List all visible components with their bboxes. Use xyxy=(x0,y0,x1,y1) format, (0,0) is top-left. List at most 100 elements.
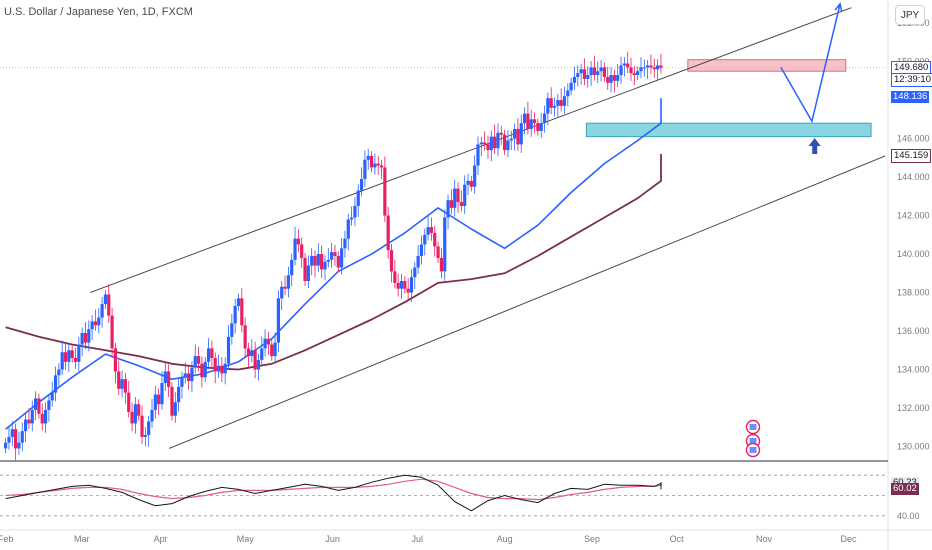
candle-body xyxy=(266,338,271,345)
candle-body xyxy=(389,250,394,272)
x-tick-label: Sep xyxy=(584,534,600,544)
candle-body xyxy=(349,217,354,220)
candle-body xyxy=(203,361,207,378)
x-tick-label: Dec xyxy=(841,534,858,544)
candle-body xyxy=(373,163,377,168)
rsi-ma-value-tag: 60.02 xyxy=(891,483,919,496)
candle-body xyxy=(137,404,141,416)
y-tick-label: 138.000 xyxy=(897,288,930,298)
resistance-zone xyxy=(687,59,847,72)
candle-body xyxy=(636,71,640,76)
candle-body xyxy=(612,75,616,81)
candle-body xyxy=(386,215,390,251)
candle-body xyxy=(33,398,38,410)
candle-body xyxy=(366,155,370,160)
candle-body xyxy=(293,238,297,260)
candle-body xyxy=(236,298,241,307)
candle-body xyxy=(107,294,111,316)
y-tick-label: 146.000 xyxy=(897,134,930,144)
chart-title: U.S. Dollar / Japanese Yen, 1D, FXCM xyxy=(4,6,193,18)
y-tick-label: 140.000 xyxy=(897,249,930,259)
candle-body xyxy=(529,119,533,129)
candle-body xyxy=(419,244,424,256)
candle-body xyxy=(316,254,320,266)
candle-body xyxy=(649,65,653,68)
y-tick-label: 132.000 xyxy=(897,403,930,413)
candle-body xyxy=(73,357,78,362)
candle-body xyxy=(476,144,480,166)
candle-body xyxy=(280,286,284,299)
candle-body xyxy=(17,442,21,449)
candle-body xyxy=(300,244,304,258)
candle-body xyxy=(549,98,553,108)
candle-body xyxy=(7,436,11,443)
candle-body xyxy=(532,119,537,124)
candle-body xyxy=(30,409,34,424)
x-tick-label: Feb xyxy=(0,534,13,544)
candle-body xyxy=(579,69,583,74)
candle-body xyxy=(133,404,137,424)
candle-body xyxy=(27,419,31,424)
candle-body xyxy=(589,67,593,76)
candle-body xyxy=(506,140,510,151)
candle-body xyxy=(47,400,51,410)
candle-body xyxy=(602,67,607,77)
candle-body xyxy=(512,128,517,139)
candle-body xyxy=(499,132,503,135)
candle-body xyxy=(403,281,407,289)
candle-body xyxy=(157,394,161,405)
currency-badge[interactable]: JPY xyxy=(895,5,925,25)
candle-body xyxy=(396,282,400,289)
candle-body xyxy=(552,105,557,108)
candle-body xyxy=(4,442,8,449)
candle-body xyxy=(250,350,254,357)
rsi-line xyxy=(5,474,662,512)
rsi-tick-label: 40.00 xyxy=(897,511,920,521)
candle-body xyxy=(409,277,414,293)
candle-body xyxy=(559,100,563,106)
candle-body xyxy=(57,369,61,376)
candle-body xyxy=(67,350,71,362)
candle-body xyxy=(576,73,580,77)
candle-body xyxy=(140,415,144,437)
us-flag-event-icon-inner xyxy=(749,438,757,444)
candle-body xyxy=(160,383,164,405)
candle-body xyxy=(569,82,573,91)
candle-body xyxy=(260,348,264,360)
candle-body xyxy=(183,373,187,378)
candle-body xyxy=(459,202,463,206)
candle-body xyxy=(363,159,367,179)
candle-body xyxy=(503,134,507,151)
candle-body xyxy=(489,136,493,151)
projection-path xyxy=(780,3,841,124)
candle-body xyxy=(453,188,457,208)
candle-body xyxy=(439,257,444,272)
candle-body xyxy=(346,219,350,239)
candle-body xyxy=(626,63,630,68)
ema-slow-price-tag: 145.159 xyxy=(891,148,932,163)
candle-body xyxy=(463,184,467,206)
candle-body xyxy=(180,377,184,387)
candle-body xyxy=(379,165,384,168)
candle-body xyxy=(423,234,427,245)
candle-body xyxy=(206,348,211,362)
candle-body xyxy=(592,67,597,76)
candle-body xyxy=(147,421,151,435)
candle-body xyxy=(539,123,543,131)
candle-body xyxy=(642,67,646,69)
candle-body xyxy=(14,429,18,449)
candle-body xyxy=(60,352,64,370)
x-tick-label: Jun xyxy=(325,534,340,544)
candle-body xyxy=(562,96,567,106)
candle-body xyxy=(130,411,134,424)
candle-body xyxy=(616,75,620,81)
candle-body xyxy=(509,138,513,141)
candle-body xyxy=(143,434,147,437)
candle-body xyxy=(80,332,84,345)
x-tick-label: Aug xyxy=(497,534,513,544)
candle-body xyxy=(483,142,487,145)
candle-body xyxy=(240,298,244,326)
candle-body xyxy=(353,205,357,218)
